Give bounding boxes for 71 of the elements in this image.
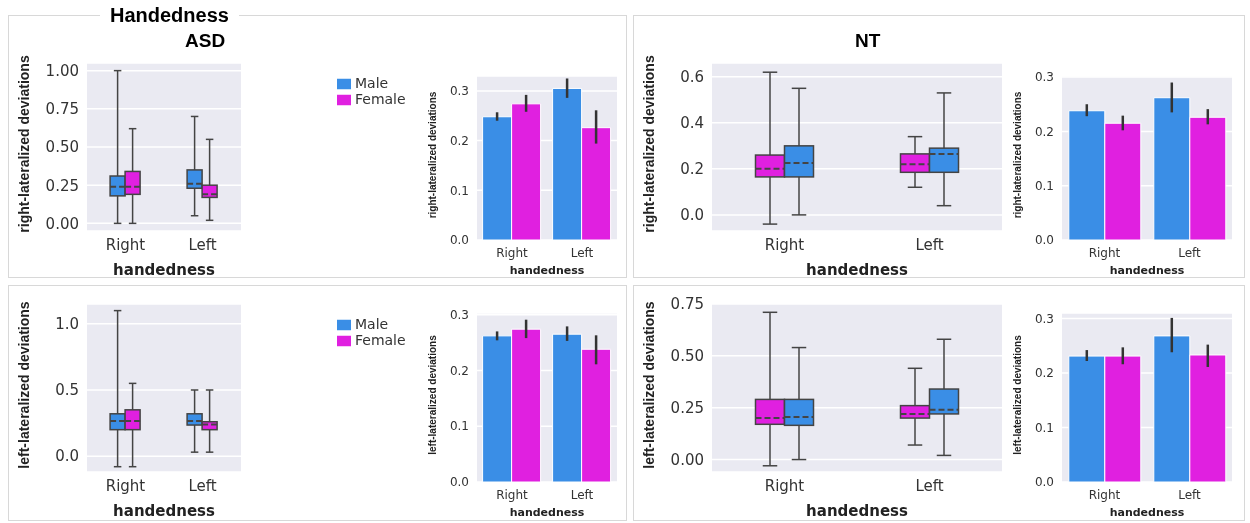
y-tick-label: 0.3: [1034, 311, 1054, 326]
x-tick-label: Right: [1088, 245, 1121, 260]
y-tick-label: 0.3: [449, 84, 469, 99]
y-tick-label: 0.4: [680, 114, 704, 133]
y-tick-label: 0.3: [1034, 70, 1054, 85]
x-tick-label: Left: [915, 476, 944, 495]
legend-label: Female: [355, 332, 406, 348]
y-tick-label: 0.0: [449, 233, 469, 248]
x-axis-title: handedness: [509, 264, 585, 277]
x-tick-label: Right: [105, 476, 146, 495]
x-tick-label: Left: [1178, 487, 1202, 502]
x-tick-label: Left: [570, 487, 594, 502]
x-tick-label: Left: [188, 235, 217, 254]
x-tick-label: Left: [570, 245, 594, 260]
x-axis-title: handedness: [1109, 506, 1185, 519]
y-tick-label: 1.00: [45, 61, 79, 80]
y-tick-label: 0.2: [449, 133, 469, 148]
x-tick-label: Right: [764, 476, 805, 495]
x-axis-title: handedness: [113, 261, 215, 279]
y-tick-label: 0.5: [55, 381, 79, 400]
y-axis-title: right-lateralized deviations: [426, 91, 438, 219]
chart-subtitle: ASD: [185, 30, 226, 52]
legend-label: Female: [355, 91, 406, 107]
legend-label: Male: [355, 316, 389, 332]
y-tick-label: 0.0: [1034, 475, 1054, 490]
y-tick-label: 0.25: [670, 399, 704, 418]
y-axis-title: left-lateralized deviations: [16, 301, 32, 469]
y-tick-label: 1.0: [55, 315, 79, 334]
x-axis-title: handedness: [509, 506, 585, 519]
x-tick-label: Left: [1178, 245, 1202, 260]
y-tick-label: 0.0: [449, 475, 469, 490]
x-tick-label: Right: [496, 245, 529, 260]
y-axis-title: left-lateralized deviations: [1011, 334, 1023, 455]
y-axis-title: right-lateralized deviations: [641, 55, 657, 233]
y-tick-label: 0.2: [1034, 124, 1054, 139]
y-tick-label: 0.0: [55, 447, 79, 466]
x-tick-label: Left: [188, 476, 217, 495]
x-tick-label: Left: [915, 235, 944, 254]
y-tick-label: 0.00: [45, 214, 79, 233]
chart-title: Handedness: [100, 4, 239, 27]
y-tick-label: 0.1: [449, 183, 469, 198]
y-axis-title: right-lateralized deviations: [1011, 91, 1023, 219]
y-tick-label: 0.25: [45, 176, 79, 195]
y-tick-label: 0.0: [1034, 233, 1054, 248]
y-axis-title: left-lateralized deviations: [426, 334, 438, 455]
x-tick-label: Right: [105, 235, 146, 254]
y-tick-label: 0.75: [45, 100, 79, 119]
y-tick-label: 0.1: [1034, 178, 1054, 193]
x-axis-title: handedness: [1109, 264, 1185, 277]
x-axis-title: handedness: [806, 261, 908, 279]
y-axis-title: right-lateralized deviations: [16, 55, 32, 233]
y-tick-label: 0.2: [449, 363, 469, 378]
x-axis-title: handedness: [113, 502, 215, 520]
x-axis-title: handedness: [806, 502, 908, 520]
y-tick-label: 0.2: [680, 160, 704, 179]
y-tick-label: 0.50: [670, 347, 704, 366]
y-tick-label: 0.75: [670, 295, 704, 314]
y-axis-title: left-lateralized deviations: [641, 301, 657, 469]
y-tick-label: 0.3: [449, 307, 469, 322]
y-tick-label: 0.00: [670, 450, 704, 469]
y-tick-label: 0.50: [45, 138, 79, 157]
chart-subtitle: NT: [855, 30, 881, 52]
y-tick-label: 0.1: [1034, 420, 1054, 435]
y-tick-label: 0.1: [449, 419, 469, 434]
legend-label: Male: [355, 75, 389, 91]
y-tick-label: 0.0: [680, 206, 704, 225]
x-tick-label: Right: [496, 487, 529, 502]
x-tick-label: Right: [764, 235, 805, 254]
y-tick-label: 0.2: [1034, 366, 1054, 381]
x-tick-label: Right: [1088, 487, 1121, 502]
y-tick-label: 0.6: [680, 68, 704, 87]
